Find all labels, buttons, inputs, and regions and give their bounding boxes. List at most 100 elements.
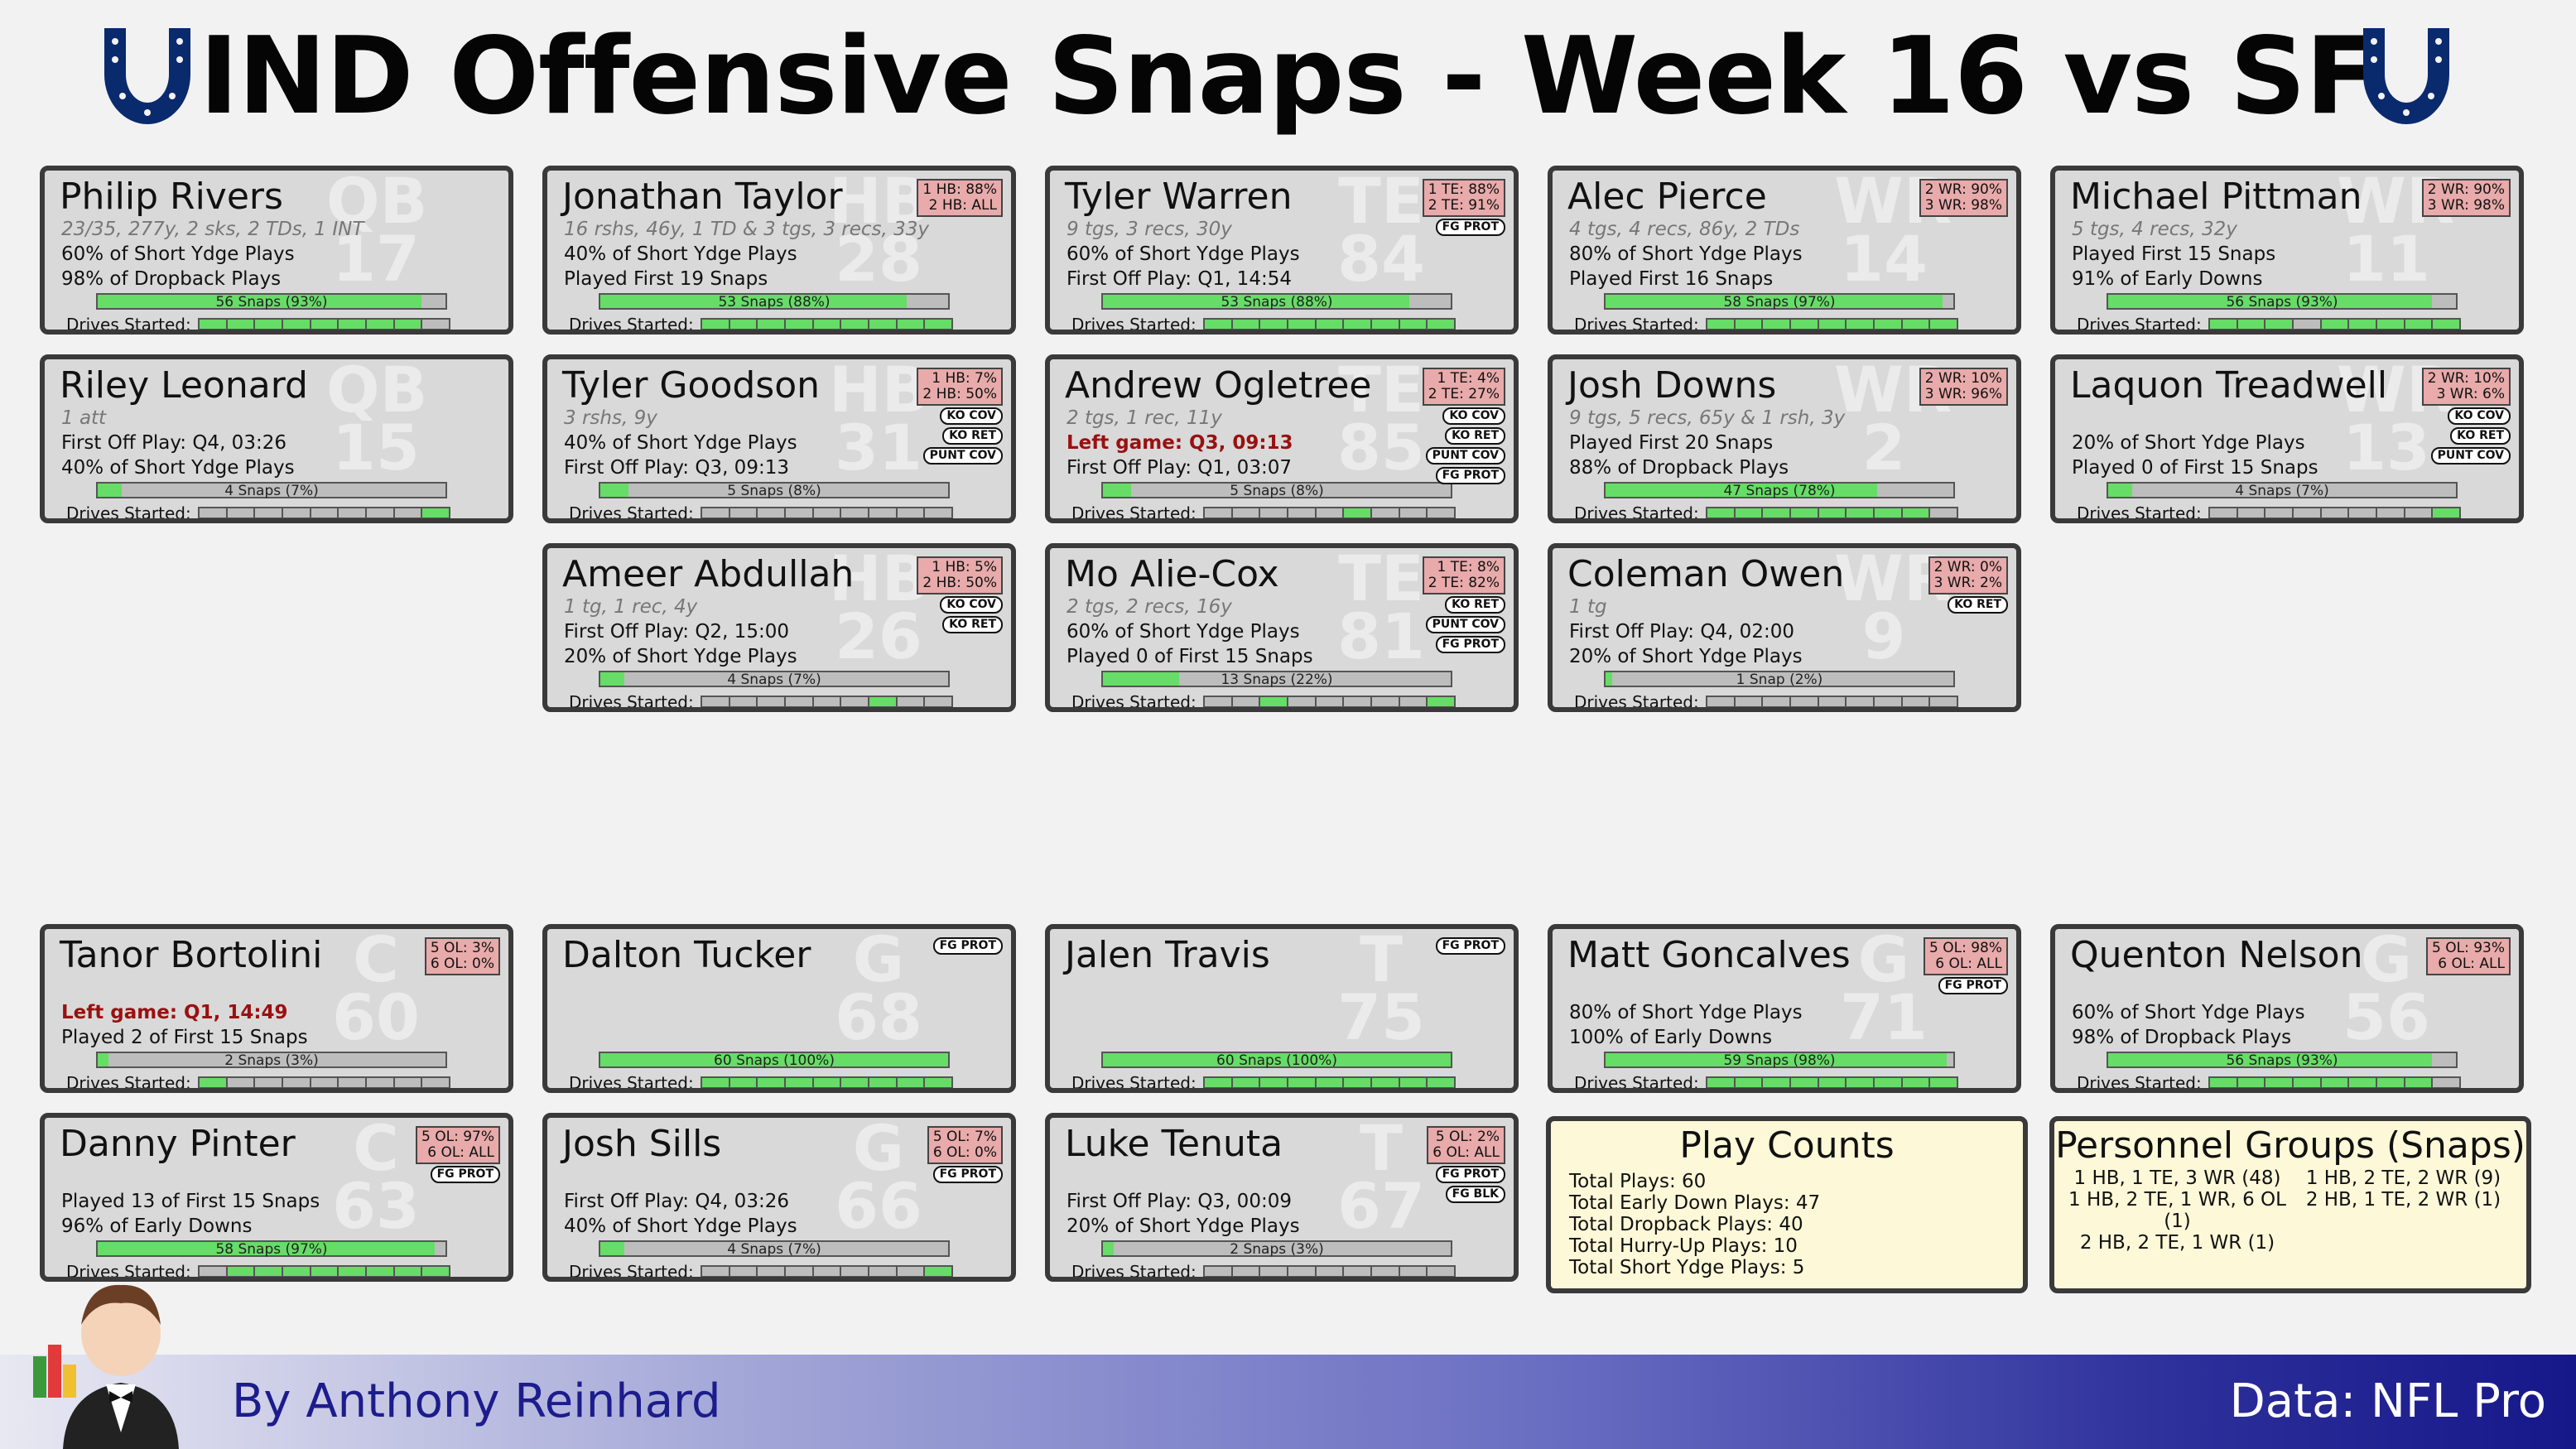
drive-segment (1260, 1267, 1289, 1276)
horseshoe-logo-right-icon (2363, 28, 2449, 124)
special-teams-tag: PUNT COV (2430, 447, 2511, 465)
drive-segment (841, 697, 870, 706)
drive-segment (311, 508, 339, 518)
personnel-share-badge: 5 OL: 97% 6 OL: ALL (416, 1126, 500, 1164)
position-number-watermark: TE 85 (1331, 359, 1431, 479)
personnel-share-badge: 2 WR: 10% 3 WR: 6% (2421, 368, 2511, 406)
personnel-groups-list: 1 HB, 1 TE, 3 WR (48) 1 HB, 2 TE, 2 WR (… (2064, 1167, 2516, 1254)
drive-segment (1875, 697, 1903, 706)
drive-segment (2349, 320, 2378, 329)
snap-share-bar: 2 Snaps (3%) (96, 1052, 447, 1069)
drives-started-bar (1706, 318, 1958, 330)
detail-line: First Off Play: Q4, 03:26 (564, 1191, 789, 1212)
detail-line: Played First 15 Snaps (2072, 243, 2276, 265)
drive-segment (1818, 508, 1847, 518)
special-teams-tag: KO COV (1442, 407, 1505, 425)
player-card: WR 2 Josh Downs 9 tgs, 5 recs, 65y & 1 rsh,… (1548, 354, 2021, 523)
drives-started-bar (2208, 318, 2461, 330)
snap-count-label: 60 Snaps (100%) (714, 1052, 835, 1069)
special-teams-tag: PUNT COV (1425, 447, 1505, 465)
drive-segment (228, 508, 256, 518)
drive-segment (925, 508, 951, 518)
drive-segment (2210, 320, 2238, 329)
drive-segment (283, 1267, 311, 1276)
drive-segment (1400, 508, 1428, 518)
stat-line: 9 tgs, 5 recs, 65y & 1 rsh, 3y (1569, 407, 1846, 429)
snap-share-fill (1103, 672, 1180, 686)
drive-segment (1707, 697, 1736, 706)
snap-share-fill (600, 295, 907, 308)
drive-segment (395, 508, 423, 518)
drive-segment (1316, 320, 1345, 329)
drive-segment (1288, 697, 1317, 706)
jersey-number: 15 (332, 411, 420, 484)
jersey-number: 68 (835, 980, 922, 1054)
player-name: Luke Tenuta (1065, 1123, 1283, 1165)
player-card: QB 15 Riley Leonard 1 att First Off Play: Q4… (40, 354, 513, 523)
drive-segment (1260, 697, 1289, 706)
drive-segment (814, 697, 842, 706)
snap-share-bar: 53 Snaps (88%) (599, 293, 950, 310)
personnel-share-badge: 1 HB: 88% 2 HB: ALL (917, 179, 1003, 217)
special-teams-tags: KO COV KO RET PUNT COV FG PROT (1425, 407, 1505, 484)
drive-segment (1735, 320, 1764, 329)
drive-segment (339, 1078, 368, 1087)
drive-segment (702, 320, 730, 329)
jersey-number: 63 (332, 1169, 420, 1243)
drive-segment (1763, 320, 1792, 329)
player-card: WR 13 Laquon Treadwell 20% of Short Ydge Pl… (2050, 354, 2524, 523)
snap-share-bar: 58 Snaps (97%) (1604, 293, 1955, 310)
drive-segment (1316, 1078, 1345, 1087)
player-name: Josh Downs (1567, 364, 1777, 407)
position-number-watermark: C 63 (326, 1118, 426, 1243)
player-card: G 66 Josh Sills First Off Play: Q4, 03:26 40… (542, 1113, 1016, 1282)
drive-segment (1317, 1267, 1345, 1276)
drive-segment (730, 508, 758, 518)
personnel-share-badge: 2 WR: 90% 3 WR: 98% (2421, 179, 2511, 217)
detail-line: 40% of Short Ydge Plays (564, 243, 797, 265)
snap-share-fill (2108, 484, 2133, 497)
snap-count-label: 59 Snaps (98%) (1723, 1052, 1836, 1069)
drive-segment (2294, 508, 2322, 518)
drive-segment (898, 508, 926, 518)
player-card: HB 31 Tyler Goodson 3 rshs, 9y 40% of Short … (542, 354, 1016, 523)
drive-segment (841, 1078, 870, 1087)
drive-segment (925, 697, 951, 706)
drive-segment (367, 1267, 395, 1276)
drives-started-bar (198, 318, 450, 330)
drive-segment (1818, 1078, 1847, 1087)
position-number-watermark: TE 84 (1331, 171, 1431, 291)
detail-line: First Off Play: Q3, 09:13 (564, 457, 789, 479)
special-teams-tags: FG PROT (932, 937, 1003, 955)
position-number-watermark: C 60 (326, 929, 426, 1049)
drive-segment (1735, 1078, 1764, 1087)
drive-segment (2237, 320, 2266, 329)
drive-segment (2265, 1078, 2294, 1087)
drive-segment (869, 320, 898, 329)
drive-segment (255, 1078, 284, 1087)
personnel-groups-panel: Personnel Groups (Snaps) 1 HB, 1 TE, 3 W… (2049, 1116, 2531, 1293)
player-card: TE 81 Mo Alie-Cox 2 tgs, 2 recs, 16y 60% of … (1045, 543, 1519, 712)
drive-segment (786, 508, 814, 518)
drive-segment (1317, 697, 1345, 706)
drive-segment (422, 1267, 450, 1276)
detail-line: Played First 16 Snaps (1569, 268, 1774, 290)
drive-segment (898, 697, 926, 706)
drive-segment (2265, 508, 2294, 518)
snap-share-fill (98, 295, 421, 308)
snap-share-fill (1103, 295, 1409, 308)
drive-segment (1847, 508, 1875, 518)
drives-started-label: Drives Started: (66, 1262, 191, 1282)
detail-line: 60% of Short Ydge Plays (1067, 621, 1300, 643)
snap-share-fill (1606, 484, 1877, 497)
drive-segment (1791, 320, 1819, 329)
drive-segment (1902, 508, 1931, 518)
drive-segment (702, 697, 730, 706)
horseshoe-logo-left-icon (104, 28, 190, 124)
detail-line: Played First 19 Snaps (564, 268, 768, 290)
special-teams-tag: KO RET (1445, 596, 1505, 614)
jersey-number: 28 (835, 222, 922, 296)
position-number-watermark: T 67 (1331, 1118, 1431, 1238)
detail-line: 98% of Dropback Plays (2072, 1027, 2292, 1048)
stat-line: 2 tgs, 2 recs, 16y (1067, 596, 1232, 618)
